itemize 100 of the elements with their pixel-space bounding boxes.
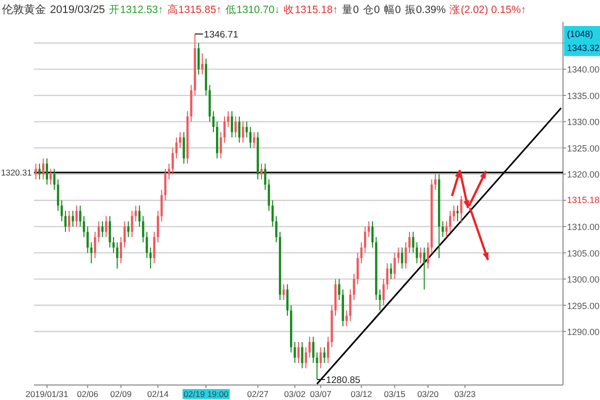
candlestick <box>275 216 278 243</box>
candlestick <box>53 168 56 190</box>
text: 1315.18 <box>567 194 600 205</box>
candlestick <box>297 341 300 364</box>
candlestick <box>75 205 78 228</box>
candlestick <box>182 132 185 164</box>
candlestick <box>172 147 174 175</box>
candlestick <box>445 220 448 238</box>
candlestick <box>234 116 237 138</box>
candlestick <box>72 210 74 228</box>
text: 低1310.70↓ <box>226 4 280 16</box>
candlestick <box>198 42 200 75</box>
x-tick-label: 2019/01/31 <box>26 389 68 399</box>
y-tick-label: 1325.00 <box>567 143 600 154</box>
candlestick <box>394 252 396 280</box>
text: 量0 <box>342 4 359 16</box>
y-tick-label: 1305.00 <box>567 248 600 258</box>
candlestick <box>56 178 60 212</box>
x-tick-label: 02/27 <box>247 389 269 399</box>
candlestick <box>50 168 52 186</box>
y-tick-label: 1310.00 <box>567 222 600 232</box>
candlestick <box>108 216 111 248</box>
candlestick <box>249 126 252 148</box>
annotation: 1346.71 <box>204 30 238 41</box>
candlestick <box>124 220 126 248</box>
candlestick <box>404 242 407 270</box>
candlestick <box>227 110 230 128</box>
text: 仓0 <box>362 4 380 16</box>
candlestick <box>90 242 92 264</box>
y-tick-label: 1340.00 <box>567 64 600 75</box>
candlestick <box>220 132 222 159</box>
candlestick <box>153 231 156 264</box>
text: 振0.39% <box>404 4 446 16</box>
x-tick-label: 02/14 <box>147 389 169 399</box>
candlestick <box>312 336 314 364</box>
candlestick <box>400 247 404 270</box>
candlestick <box>456 205 459 222</box>
candlestick <box>64 210 67 232</box>
candlestick <box>238 116 240 144</box>
candlestick <box>101 220 104 238</box>
chart-subtitle: 2019/03/25 <box>50 4 106 16</box>
candlestick <box>320 346 322 369</box>
x-tick-label: 03/15 <box>384 389 406 399</box>
candlestick <box>286 284 289 316</box>
y-tick-label: 1335.00 <box>567 90 600 101</box>
candlestick <box>368 220 370 238</box>
candlestick <box>201 52 204 75</box>
candlestick <box>308 336 311 358</box>
y-tick-label: 1300.00 <box>567 274 600 285</box>
annotation: 1280.85 <box>326 374 360 386</box>
candlestick <box>423 247 426 290</box>
candlestick <box>138 205 141 228</box>
x-tick-label: 03/12 <box>350 389 372 399</box>
candlestick <box>98 220 100 243</box>
x-tick-label: 03/20 <box>417 389 439 399</box>
candlestick <box>301 341 304 369</box>
candlestick <box>116 242 118 270</box>
candlestick <box>34 163 37 180</box>
candlestick <box>352 273 356 301</box>
x-tick-label: 02/19 19:00 <box>184 389 229 399</box>
candlestick <box>442 220 444 238</box>
candlestick <box>130 210 134 238</box>
text: 开1312.53↑ <box>109 4 164 16</box>
y-tick-label: 1295.00 <box>567 300 600 311</box>
candlestick <box>264 163 266 190</box>
candlestick <box>160 189 163 222</box>
candlestick <box>164 168 166 201</box>
candlestick <box>371 220 374 248</box>
text: 幅0 <box>384 4 401 16</box>
candlestick <box>79 205 82 228</box>
candlestick <box>282 284 285 301</box>
candlestick <box>360 242 362 264</box>
candlestick <box>294 341 296 364</box>
candlestick <box>304 346 308 369</box>
candlestick <box>449 210 452 232</box>
candlestick <box>212 110 215 133</box>
y-tick-label: 1320.00 <box>567 170 600 180</box>
candlestick <box>223 116 226 144</box>
candlestick <box>386 262 388 290</box>
y-tick-label: 1330.00 <box>567 117 600 128</box>
candlestick <box>271 200 274 228</box>
y-tick-label: 1290.00 <box>567 326 600 337</box>
text: 1343.32 <box>567 43 600 53</box>
candlestick <box>356 252 359 285</box>
candlestick <box>68 210 70 232</box>
candlestick <box>146 231 148 259</box>
candlestick <box>60 200 63 222</box>
candlestick <box>175 136 178 159</box>
candlestick <box>94 231 96 259</box>
text: (1048) <box>567 29 594 39</box>
candlestick <box>416 242 418 264</box>
ref-line-label: 1320.31 <box>1 168 32 178</box>
candlestick <box>268 178 270 212</box>
candlestick <box>42 158 44 180</box>
text: 涨(2.02) 0.15%↑ <box>450 4 526 16</box>
candlestick <box>349 289 352 322</box>
x-tick-label: 03/02 <box>284 389 306 399</box>
x-tick-label: 02/09 <box>110 389 132 399</box>
candlestick <box>426 242 430 270</box>
candlestick <box>156 210 160 243</box>
